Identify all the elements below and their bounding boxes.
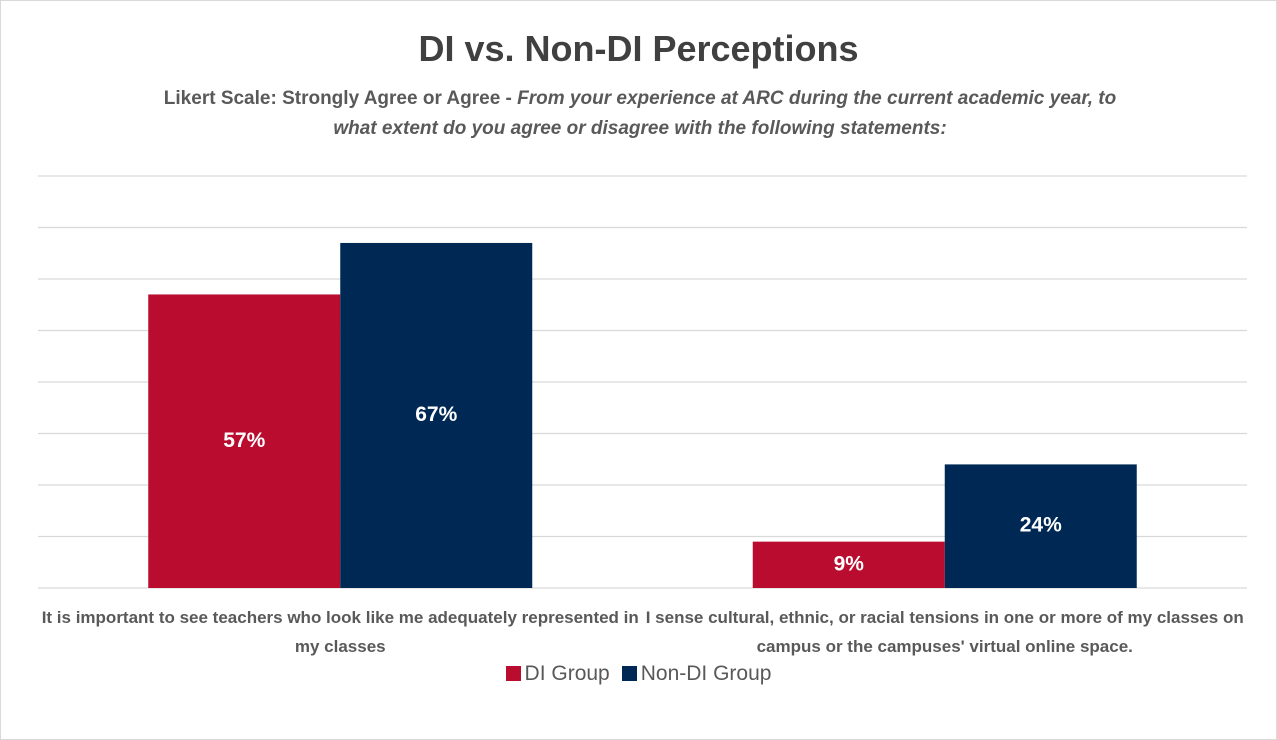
- legend: DI Group Non-DI Group: [0, 662, 1277, 686]
- legend-label: DI Group: [524, 662, 610, 685]
- bar: [752, 541, 945, 588]
- legend-item: DI Group: [505, 662, 610, 686]
- bar: [340, 242, 533, 588]
- bar: [148, 294, 341, 588]
- legend-swatch: [505, 666, 521, 681]
- value-label: 9%: [834, 552, 865, 575]
- x-tick-label: I sense cultural, ethnic, or racial tens…: [645, 608, 1244, 656]
- chart-title: DI vs. Non-DI Perceptions: [418, 28, 859, 69]
- value-label: 57%: [223, 429, 265, 452]
- x-tick-label: It is important to see teachers who look…: [41, 608, 639, 656]
- legend-item: Non-DI Group: [621, 662, 772, 686]
- subtitle: Likert Scale: Strongly Agree or Agree -: [163, 88, 512, 109]
- value-label: 24%: [1020, 514, 1062, 537]
- value-label: 67%: [415, 403, 457, 426]
- bar: [944, 464, 1137, 588]
- legend-label: Non-DI Group: [640, 662, 772, 685]
- subtitle-question: From your experience at ARC during the c…: [333, 88, 1117, 139]
- legend-swatch: [621, 666, 637, 681]
- chart-subtitle: Likert Scale: Strongly Agree or Agree - …: [150, 84, 1130, 144]
